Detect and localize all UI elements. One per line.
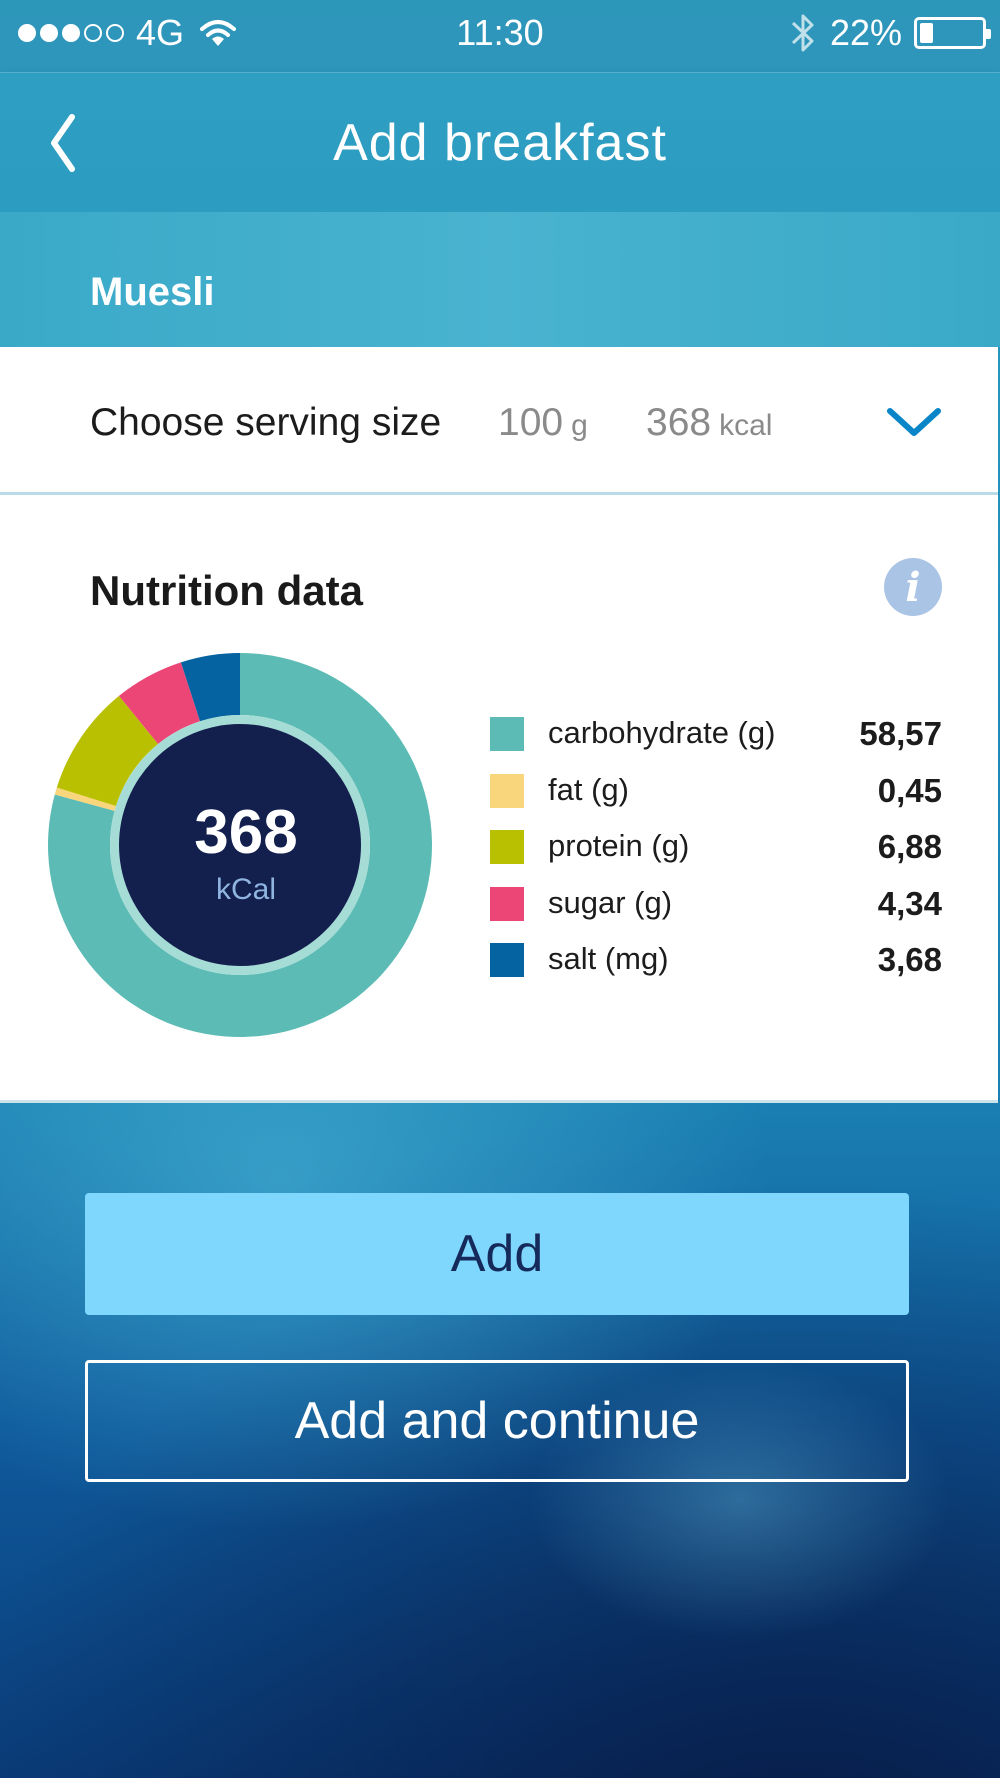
serving-amount-value: 100 (498, 401, 564, 444)
legend-value: 6,88 (877, 828, 942, 865)
legend-row: carbohydrate (g) 58,57 (490, 715, 942, 774)
signal-dot (40, 24, 58, 42)
status-right: 22% (790, 12, 991, 54)
status-time: 11:30 (456, 12, 544, 53)
serving-size-selector[interactable]: Choose serving size 100 g 368 kcal (0, 347, 998, 495)
signal-dot (106, 24, 124, 42)
legend-swatch (490, 886, 524, 921)
chevron-left-icon (51, 114, 75, 172)
signal-dot (84, 24, 102, 42)
legend-swatch (490, 717, 524, 751)
legend-label: sugar (g) (548, 884, 673, 920)
chevron-down-icon[interactable] (884, 405, 944, 441)
legend-row: sugar (g) 4,34 (490, 884, 942, 944)
signal-dot (62, 24, 80, 42)
donut-segment (56, 695, 159, 807)
info-icon[interactable]: i (884, 558, 942, 616)
legend-swatch (490, 943, 524, 977)
donut-kcal-unit: kCal (215, 873, 276, 906)
legend-swatch (490, 830, 524, 864)
serving-amount: 100 g (498, 401, 588, 445)
legend-label: protein (g) (548, 828, 690, 863)
food-name: Muesli (90, 270, 215, 314)
donut-kcal-value: 368 (194, 798, 298, 867)
battery-nub (986, 29, 991, 39)
serving-amount-unit: g (571, 409, 588, 442)
battery-fill (920, 23, 933, 43)
add-and-continue-button[interactable]: Add and continue (85, 1360, 909, 1482)
food-band: Muesli (0, 212, 1000, 347)
battery-percent: 22% (829, 12, 902, 53)
battery-icon (914, 17, 991, 49)
bluetooth-icon (791, 14, 814, 52)
legend-value: 58,57 (859, 715, 942, 752)
nutrition-donut-chart (47, 653, 432, 1037)
legend-row: fat (g) 0,45 (490, 771, 942, 831)
donut-segment (54, 787, 116, 811)
status-bar: 4G 11:30 22% (0, 0, 1000, 72)
serving-kcal: 368 kcal (646, 401, 772, 445)
legend-value: 3,68 (877, 941, 942, 978)
nutrition-title: Nutrition data (90, 567, 363, 614)
donut-segment (180, 653, 240, 722)
header: Add breakfast (0, 72, 1000, 212)
legend-row: salt (mg) 3,68 (490, 941, 942, 1000)
serving-kcal-unit: kcal (719, 409, 773, 442)
serving-size-label: Choose serving size (90, 401, 442, 444)
donut-center (119, 724, 361, 966)
carrier-label: 4G (136, 12, 185, 53)
wifi-icon (200, 20, 237, 46)
signal-dots-icon (18, 24, 128, 42)
back-button[interactable] (40, 105, 100, 185)
legend-swatch (490, 773, 524, 808)
page-title: Add breakfast (333, 114, 667, 172)
nutrition-legend: carbohydrate (g) 58,57 fat (g) 0,45 protein … (490, 715, 942, 1000)
donut-segment (119, 662, 200, 745)
legend-label: carbohydrate (g) (548, 715, 776, 750)
legend-value: 0,45 (877, 771, 942, 809)
legend-label: salt (mg) (548, 941, 669, 976)
add-button[interactable]: Add (85, 1193, 909, 1315)
info-glyph: i (905, 564, 921, 611)
nutrition-card: Nutrition data i 368 kCal carbohydrate (… (0, 495, 998, 1103)
donut-segment (47, 653, 432, 1037)
status-left: 4G (18, 12, 238, 54)
legend-label: fat (g) (548, 771, 629, 807)
legend-row: protein (g) 6,88 (490, 828, 942, 887)
legend-value: 4,34 (877, 884, 942, 922)
serving-kcal-value: 368 (646, 401, 712, 444)
signal-dot (18, 24, 36, 42)
